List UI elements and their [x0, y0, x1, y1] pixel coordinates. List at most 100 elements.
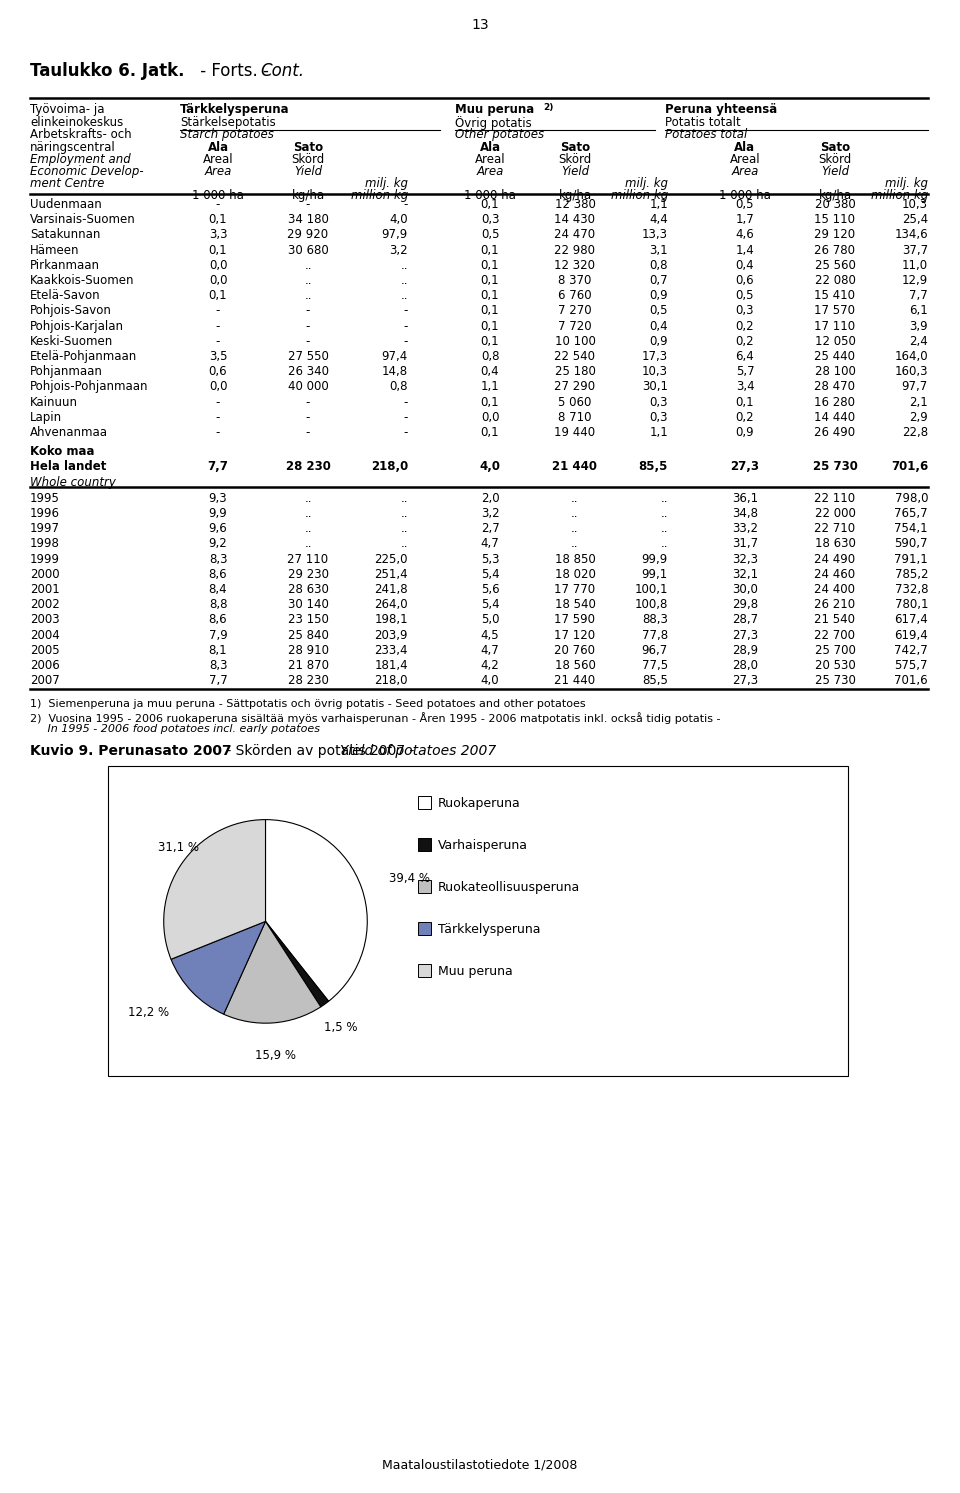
- Text: 619,4: 619,4: [895, 629, 928, 642]
- Text: 8 710: 8 710: [559, 411, 591, 424]
- Text: -: -: [403, 426, 408, 439]
- Text: -: -: [216, 199, 220, 211]
- Text: 1 000 ha: 1 000 ha: [719, 190, 771, 202]
- Text: 5,3: 5,3: [481, 552, 499, 566]
- Text: 10,3: 10,3: [902, 199, 928, 211]
- Text: -: -: [403, 320, 408, 333]
- Text: Övrig potatis: Övrig potatis: [455, 116, 532, 130]
- Text: Kainuun: Kainuun: [30, 396, 78, 409]
- Text: ..: ..: [304, 491, 312, 505]
- Text: Pohjanmaan: Pohjanmaan: [30, 366, 103, 378]
- Text: 17 770: 17 770: [555, 582, 595, 596]
- Text: 6 760: 6 760: [558, 290, 591, 302]
- Text: 134,6: 134,6: [895, 228, 928, 242]
- Text: Varhaisperuna: Varhaisperuna: [438, 839, 528, 853]
- Text: 7 270: 7 270: [558, 305, 591, 318]
- Bar: [418, 881, 431, 893]
- Text: 19 440: 19 440: [555, 426, 595, 439]
- Text: 1 000 ha: 1 000 ha: [464, 190, 516, 202]
- Text: 0,5: 0,5: [735, 290, 755, 302]
- Text: 2): 2): [543, 103, 553, 112]
- Text: Ruokateollisuusperuna: Ruokateollisuusperuna: [438, 881, 580, 894]
- Text: 25 440: 25 440: [814, 349, 855, 363]
- Text: 0,6: 0,6: [208, 366, 228, 378]
- Text: Etelä-Pohjanmaan: Etelä-Pohjanmaan: [30, 349, 137, 363]
- Text: 34,8: 34,8: [732, 508, 758, 520]
- Text: 12 050: 12 050: [815, 334, 855, 348]
- Text: 4,0: 4,0: [390, 213, 408, 227]
- Bar: [418, 923, 431, 936]
- Text: 17 570: 17 570: [814, 305, 855, 318]
- Text: Economic Develop-: Economic Develop-: [30, 166, 144, 178]
- Text: ..: ..: [400, 275, 408, 287]
- Text: 181,4: 181,4: [374, 658, 408, 672]
- Text: 4,5: 4,5: [481, 629, 499, 642]
- Text: 1998: 1998: [30, 537, 60, 551]
- Text: 0,6: 0,6: [735, 275, 755, 287]
- Text: 26 340: 26 340: [287, 366, 328, 378]
- Text: Cont.: Cont.: [260, 63, 304, 81]
- Text: 25 730: 25 730: [815, 675, 855, 687]
- Text: 4,0: 4,0: [479, 460, 500, 473]
- Text: 0,8: 0,8: [481, 349, 499, 363]
- Text: Other potatoes: Other potatoes: [455, 128, 544, 140]
- Bar: [418, 839, 431, 851]
- Text: 99,9: 99,9: [641, 552, 668, 566]
- Text: 0,4: 0,4: [649, 320, 668, 333]
- Text: Uudenmaan: Uudenmaan: [30, 199, 102, 211]
- Text: Area: Area: [732, 166, 758, 178]
- Text: -: -: [216, 411, 220, 424]
- Text: 17 110: 17 110: [814, 320, 855, 333]
- Text: Lapin: Lapin: [30, 411, 62, 424]
- Text: 23 150: 23 150: [288, 614, 328, 627]
- Text: ..: ..: [304, 508, 312, 520]
- Text: 264,0: 264,0: [374, 599, 408, 611]
- Text: 1995: 1995: [30, 491, 60, 505]
- Text: 25 840: 25 840: [288, 629, 328, 642]
- Text: -: -: [306, 199, 310, 211]
- Text: Areal: Areal: [730, 152, 760, 166]
- Text: 32,3: 32,3: [732, 552, 758, 566]
- Text: 22 980: 22 980: [555, 243, 595, 257]
- Text: 28 910: 28 910: [287, 643, 328, 657]
- Text: 241,8: 241,8: [374, 582, 408, 596]
- Text: 4,2: 4,2: [481, 658, 499, 672]
- Text: 39,4 %: 39,4 %: [389, 872, 430, 885]
- Text: 18 020: 18 020: [555, 567, 595, 581]
- Text: 96,7: 96,7: [641, 643, 668, 657]
- Text: 0,1: 0,1: [208, 213, 228, 227]
- Text: 11,0: 11,0: [901, 258, 928, 272]
- Text: ..: ..: [400, 258, 408, 272]
- Text: näringscentral: näringscentral: [30, 140, 116, 154]
- Text: 9,3: 9,3: [208, 491, 228, 505]
- Text: 18 630: 18 630: [815, 537, 855, 551]
- Text: -: -: [216, 334, 220, 348]
- Text: 34 180: 34 180: [288, 213, 328, 227]
- Text: 3,9: 3,9: [909, 320, 928, 333]
- Text: Yield: Yield: [294, 166, 322, 178]
- Text: 16 280: 16 280: [814, 396, 855, 409]
- Text: 14 430: 14 430: [555, 213, 595, 227]
- Text: 7,7: 7,7: [208, 675, 228, 687]
- Text: Ala: Ala: [207, 140, 228, 154]
- Text: 27 110: 27 110: [287, 552, 328, 566]
- Text: 0,1: 0,1: [481, 275, 499, 287]
- Text: ..: ..: [304, 290, 312, 302]
- Text: Koko maa: Koko maa: [30, 445, 94, 458]
- Text: 8,8: 8,8: [208, 599, 228, 611]
- Text: 12 320: 12 320: [555, 258, 595, 272]
- Text: -: -: [403, 305, 408, 318]
- Text: 2003: 2003: [30, 614, 60, 627]
- Text: -: -: [306, 411, 310, 424]
- Text: Sato: Sato: [293, 140, 324, 154]
- Text: 754,1: 754,1: [895, 523, 928, 534]
- Text: ..: ..: [400, 290, 408, 302]
- Text: Skörd: Skörd: [818, 152, 852, 166]
- Text: 701,6: 701,6: [895, 675, 928, 687]
- Text: 3,1: 3,1: [649, 243, 668, 257]
- Text: 0,1: 0,1: [481, 243, 499, 257]
- Text: 1999: 1999: [30, 552, 60, 566]
- Text: ..: ..: [400, 491, 408, 505]
- Text: 28,7: 28,7: [732, 614, 758, 627]
- Text: Pohjois-Savon: Pohjois-Savon: [30, 305, 112, 318]
